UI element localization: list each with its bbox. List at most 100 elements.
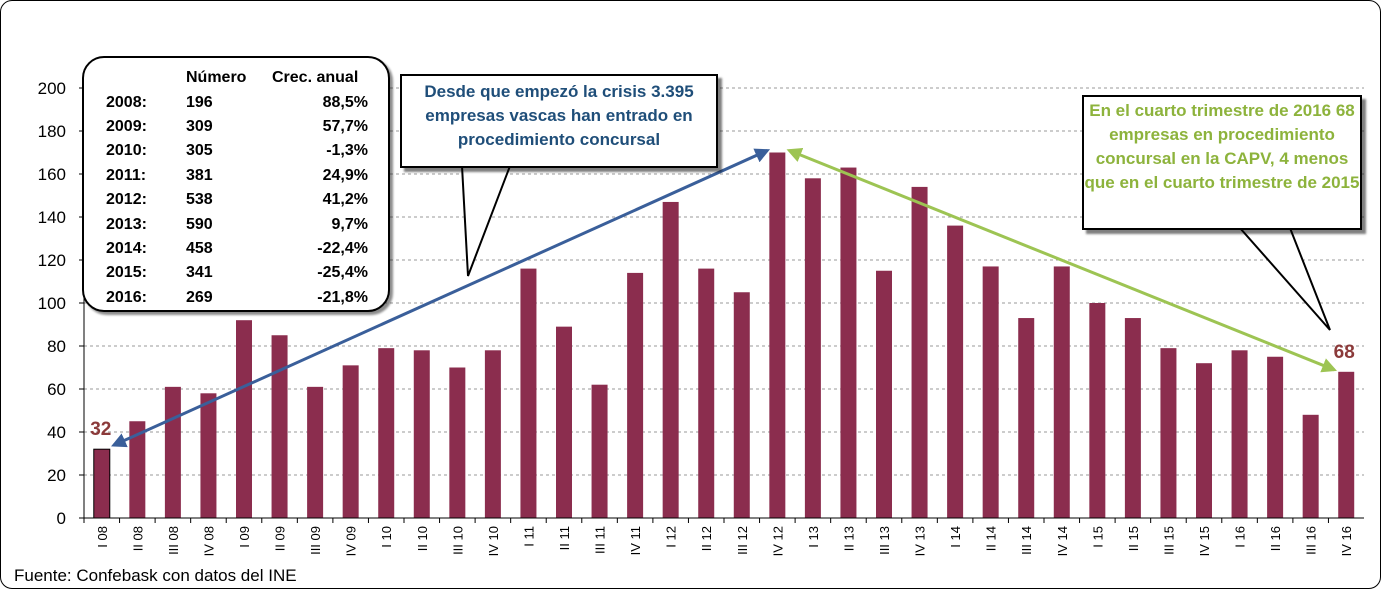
table-row: 2011: 381 24,9% (106, 164, 368, 188)
x-tick-label: II 14 (984, 526, 999, 551)
header-number: Número (186, 69, 247, 87)
x-tick-label: I 10 (379, 526, 394, 548)
bar (1018, 318, 1035, 518)
table-row: 2013: 590 9,7% (106, 212, 368, 236)
row-number: 305 (186, 142, 213, 160)
data-label: 68 (1334, 342, 1355, 363)
row-growth: -25,4% (317, 264, 368, 282)
x-tick-label: I 15 (1090, 526, 1105, 548)
x-tick-label: I 14 (948, 526, 963, 548)
x-tick-label: IV 11 (628, 526, 643, 555)
row-growth: -21,8% (317, 288, 368, 306)
row-number: 381 (186, 166, 213, 184)
bar (1302, 414, 1319, 518)
x-tick-label: I 16 (1233, 526, 1248, 548)
growth-arrow-blue (111, 148, 771, 448)
x-tick-label: II 12 (699, 526, 714, 551)
bar (484, 350, 501, 518)
row-number: 269 (186, 288, 213, 306)
x-tick-label: IV 13 (913, 526, 928, 556)
table-row: 2015: 341 -25,4% (106, 261, 368, 285)
y-tick-label: 140 (38, 208, 66, 227)
bar (342, 365, 359, 518)
bar (378, 348, 395, 518)
bar (591, 384, 608, 518)
x-tick-label: III 10 (450, 526, 465, 555)
x-tick-label: I 12 (664, 526, 679, 548)
bar (769, 152, 786, 518)
x-tick-label: III 08 (166, 526, 181, 555)
row-growth: 57,7% (322, 117, 368, 135)
bar (556, 326, 572, 518)
x-tick-label: IV 12 (770, 526, 785, 556)
bar (698, 268, 715, 518)
y-tick-label: 60 (47, 380, 66, 399)
bar (1160, 348, 1177, 518)
bar (662, 201, 679, 518)
x-tick-label: III 09 (308, 526, 323, 555)
table-header-row: Número Crec. anual (106, 66, 368, 90)
row-growth: -22,4% (317, 239, 368, 257)
bar (164, 386, 181, 518)
x-tick-label: III 11 (593, 526, 608, 554)
row-growth: 41,2% (322, 191, 368, 209)
x-tick-label: IV 16 (1339, 526, 1354, 556)
row-number: 309 (186, 117, 213, 135)
x-tick-label: III 14 (1019, 526, 1034, 555)
bar (307, 386, 324, 518)
y-tick-label: 160 (38, 165, 66, 184)
y-axis-ticks: 0 20 40 60 80 100 120 140 160 180 200 (38, 79, 84, 528)
bar (627, 272, 644, 518)
bar (271, 335, 288, 518)
x-tick-label: I 08 (95, 526, 110, 548)
row-growth: 9,7% (331, 215, 368, 233)
callout-q4-2016: En el cuarto trimestre de 2016 68 empres… (1082, 95, 1362, 230)
row-number: 341 (186, 264, 213, 282)
table-row: 2012: 538 41,2% (106, 188, 368, 212)
row-growth: 24,9% (322, 166, 368, 184)
callout-crisis: Desde que empezó la crisis 3.395 empresa… (400, 74, 718, 168)
x-tick-label: II 08 (130, 526, 145, 551)
bar (200, 393, 217, 518)
y-tick-label: 100 (38, 294, 66, 313)
bar (1089, 303, 1106, 518)
row-number: 458 (186, 239, 213, 257)
bar (947, 225, 964, 518)
x-tick-label: II 15 (1126, 526, 1141, 551)
bar (236, 320, 252, 518)
x-axis-ticks: I 08 II 08 III 08 IV 08 I 09 II 09 III 09 IV 09… (83, 518, 1354, 556)
row-growth: -1,3% (326, 142, 368, 160)
callout-pointer-green (1237, 227, 1331, 331)
x-tick-label: I 13 (806, 526, 821, 548)
row-year: 2011: (106, 166, 147, 184)
bar (413, 350, 430, 518)
bar (1338, 371, 1355, 518)
row-year: 2013: (106, 215, 147, 233)
x-tick-label: II 11 (557, 526, 572, 550)
x-tick-label: IV 08 (201, 526, 216, 556)
table-row: 2008: 196 88,5% (106, 90, 368, 114)
row-year: 2015: (106, 264, 147, 282)
row-year: 2014: (106, 239, 147, 257)
y-tick-label: 20 (47, 466, 66, 485)
x-tick-label: IV 15 (1197, 526, 1212, 556)
bar (840, 167, 857, 519)
bar (804, 178, 821, 519)
y-tick-label: 40 (47, 423, 66, 442)
row-year: 2009: (106, 117, 147, 135)
x-tick-label: II 13 (841, 526, 856, 551)
row-number: 196 (186, 93, 213, 111)
y-tick-label: 0 (57, 509, 66, 528)
data-labels: 32 68 (90, 342, 1355, 440)
bar (449, 367, 466, 518)
x-tick-label: IV 09 (344, 526, 359, 556)
row-year: 2008: (106, 93, 147, 111)
x-tick-label: III 12 (735, 526, 750, 555)
x-tick-label: I 09 (237, 526, 252, 548)
x-tick-label: IV 14 (1055, 526, 1070, 556)
y-tick-label: 180 (38, 122, 66, 141)
table-row: 2009: 309 57,7% (106, 115, 368, 139)
bar (520, 268, 537, 518)
bar (982, 266, 999, 518)
